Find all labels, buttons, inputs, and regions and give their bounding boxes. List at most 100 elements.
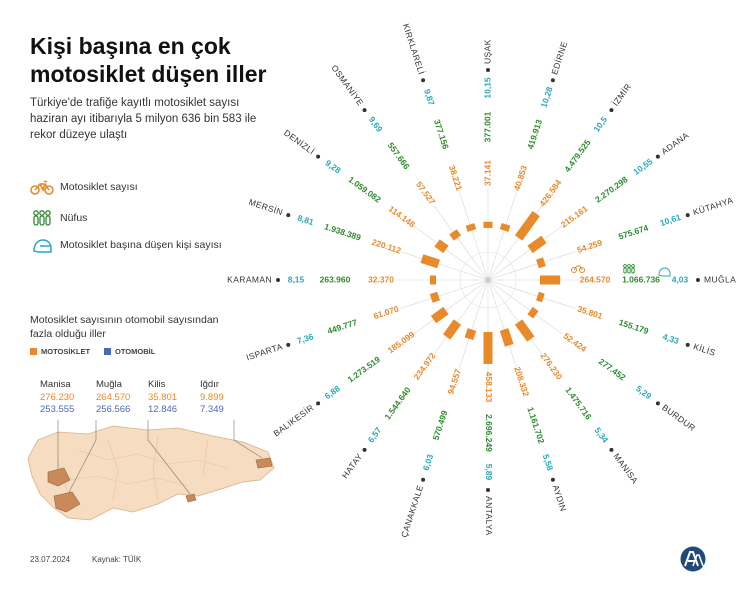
spoke-line [487, 192, 517, 281]
note-city-name: Iğdır [200, 379, 220, 390]
note-key-moto: MOTOSİKLET [30, 347, 90, 356]
bar-deni-zli- [434, 239, 449, 254]
label-motorcycles-balikesi-r: 185.099 [386, 329, 417, 355]
label-population-kütahya: 575.674 [617, 222, 650, 241]
label-population-uşak: 377.001 [482, 111, 492, 142]
spoke-line [400, 279, 489, 309]
label-motorcycles-karaman: 32.370 [368, 274, 394, 284]
note-city-moto: 264.570 [96, 391, 131, 403]
note-city-moto: 276.230 [40, 391, 75, 403]
province-kilis [185, 493, 197, 503]
label-per-capita-aydin: 5,58 [541, 453, 556, 472]
city-dot [609, 108, 614, 113]
label-motorcycles-burdur: 52.424 [562, 331, 589, 355]
label-per-capita-i-zmi-r: 10,5 [591, 114, 609, 133]
center-dot [485, 277, 491, 283]
label-population-balikesi-r: 1.273.519 [346, 354, 383, 384]
note-city-manisa: Manisa 276.230 253.555 [40, 379, 92, 417]
label-population-i-zmi-r: 4.479.525 [562, 137, 592, 174]
helmet-icon [33, 239, 52, 253]
province-manisa [47, 467, 71, 487]
note-text: Motosiklet sayısının otomobil sayısından… [30, 314, 219, 340]
note-city-auto: 256.566 [96, 404, 131, 415]
label-population-karaman: 263.960 [320, 274, 351, 284]
city-dot [362, 447, 367, 452]
province-igdir [255, 457, 273, 469]
label-per-capita-mani-sa: 5,34 [593, 425, 611, 444]
city-name-kirklareli-: KIRKLARELİ [401, 22, 427, 76]
city-dot [486, 488, 490, 492]
city-name-adana: ADANA [659, 130, 690, 156]
bar-kütahya [536, 257, 546, 269]
label-per-capita-balikesi-r: 6,88 [323, 383, 342, 401]
label-population-mani-sa: 1.475.716 [563, 385, 593, 422]
city-name-osmani-ye: OSMANİYE [329, 63, 365, 108]
label-motorcycles-uşak: 37.141 [482, 160, 492, 186]
spoke-line [433, 205, 489, 281]
label-motorcycles-çanakkale: 94.557 [445, 367, 463, 395]
note-key-auto-label: OTOMOBİL [115, 347, 156, 356]
label-per-capita-çanakkale: 6,03 [421, 453, 436, 472]
city-dot [316, 401, 321, 406]
chart-title: Kişi başına en çok motosiklet düşen ille… [30, 33, 267, 87]
label-population-burdur: 277.452 [597, 356, 628, 382]
label-per-capita-edi-rne: 10,28 [539, 85, 555, 109]
spoke-line [487, 279, 576, 309]
city-name-muğla: MUĞLA [704, 274, 736, 284]
spoke-line [459, 192, 489, 281]
spoke-line [487, 251, 576, 281]
label-per-capita-hatay: 6,57 [366, 425, 384, 444]
label-motorcycles-adana: 215.161 [559, 203, 590, 229]
city-dot [655, 154, 660, 159]
label-population-ki-li-s: 155.179 [618, 317, 651, 336]
label-population-osmani-ye: 557.666 [386, 140, 412, 171]
label-motorcycles-deni-zli-: 114.148 [387, 204, 418, 230]
city-dot [276, 278, 280, 282]
label-population-isparta: 449.777 [326, 317, 359, 336]
label-per-capita-uşak: 10,15 [482, 77, 492, 99]
note-city-moto: 35.801 [148, 391, 178, 403]
note-city-kilis: Kilis 35.801 12.846 [148, 379, 200, 417]
motorcycle-icon [30, 180, 54, 195]
label-motorcycles-ki-li-s: 35.801 [576, 304, 604, 322]
city-dot [685, 213, 690, 218]
label-motorcycles-kirklareli-: 38.221 [447, 164, 465, 192]
label-per-capita-mersi-n: 8,81 [296, 213, 315, 228]
city-name-uşak: UŞAK [482, 39, 492, 64]
label-motorcycles-isparta: 61.070 [372, 303, 400, 321]
note-city-mugla: Muğla 264.570 256.566 [96, 379, 148, 417]
label-population-edi-rne: 419.913 [525, 118, 544, 151]
city-dot [696, 278, 700, 282]
label-population-mersi-n: 1.938.389 [323, 221, 362, 242]
city-dot [421, 477, 426, 482]
bar-ki-li-s [536, 291, 545, 303]
spoke-line [487, 279, 563, 335]
label-population-kirklareli-: 377.156 [432, 118, 451, 151]
label-per-capita-antalya: 5,89 [484, 464, 494, 481]
city-name-edi-rne: EDİRNE [549, 40, 569, 76]
bar-balikesi-r [430, 306, 449, 324]
label-motorcycles-mani-sa: 276.230 [538, 351, 564, 382]
auto-swatch [104, 348, 111, 355]
city-dot [362, 108, 367, 113]
city-name-isparta: ISPARTA [245, 341, 284, 362]
label-per-capita-kirklareli-: 9,87 [422, 88, 437, 107]
spoke-line [400, 251, 489, 281]
city-dot [286, 342, 291, 347]
note-key-moto-label: MOTOSİKLET [41, 347, 91, 356]
city-name-i-zmi-r: İZMİR [610, 82, 633, 108]
bar-mersi-n [420, 254, 440, 269]
label-motorcycles-osmani-ye: 57.527 [414, 180, 438, 207]
city-dot [486, 68, 490, 72]
bar-burdur [527, 306, 539, 319]
label-population-çanakkale: 570.499 [431, 409, 450, 442]
city-name-kütahya: KÜTAHYA [692, 195, 735, 217]
footer-source: Kaynak: TÜİK [92, 555, 142, 564]
bar-muğla [540, 275, 561, 285]
city-dot [550, 78, 555, 83]
city-name-aydin: AYDIN [551, 484, 569, 513]
label-population-deni-zli-: 1.059.082 [346, 174, 383, 204]
label-per-capita-muğla: 4,03 [672, 274, 689, 284]
province-borders [57, 434, 229, 501]
